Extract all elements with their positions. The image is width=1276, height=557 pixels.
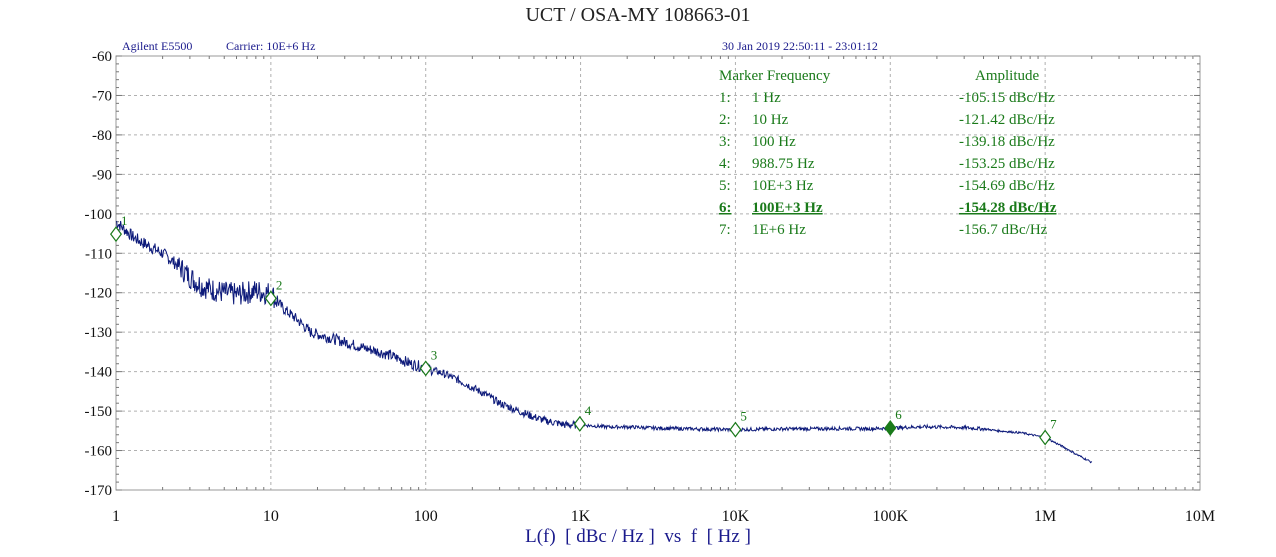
marker-4-icon xyxy=(573,415,586,432)
marker-row-amplitude: -105.15 dBc/Hz xyxy=(959,90,1055,106)
y-tick-label: -140 xyxy=(85,365,113,381)
marker-row-frequency: 100E+3 Hz xyxy=(752,200,823,216)
marker-table: Marker Frequency Amplitude 1: 1 Hz -105.15… xyxy=(719,68,1057,238)
x-tick-label: 1M xyxy=(1034,508,1056,525)
marker-row-index: 4: xyxy=(719,156,731,172)
datetime-label: 30 Jan 2019 22:50:11 - 23:01:12 xyxy=(722,39,878,53)
marker-row-index: 3: xyxy=(719,134,731,150)
marker-row-frequency: 1E+6 Hz xyxy=(752,222,806,238)
marker-row-frequency: 1 Hz xyxy=(752,90,781,106)
x-tick-label: 1 xyxy=(112,508,120,525)
marker-row-amplitude: -139.18 dBc/Hz xyxy=(959,134,1055,150)
marker-2-label: 2 xyxy=(276,277,283,292)
marker-3-icon xyxy=(419,360,432,377)
marker-2-icon xyxy=(264,290,277,307)
chart-grid xyxy=(115,55,1201,491)
y-tick-label: -170 xyxy=(85,483,113,499)
marker-table-header-frequency: Marker Frequency xyxy=(719,68,831,84)
y-tick-label: -80 xyxy=(92,128,112,144)
chart-title: UCT / OSA-MY 108663-01 xyxy=(525,4,750,26)
carrier-label: Carrier: 10E+6 Hz xyxy=(226,39,315,53)
x-tick-label: 100K xyxy=(873,508,909,525)
y-tick-label: -120 xyxy=(85,286,113,302)
y-axis: -60 -70 -80 -90 -100 -110 -120 -130 -140 -150 -160… xyxy=(85,49,113,499)
marker-7-label: 7 xyxy=(1050,417,1057,432)
y-tick-label: -70 xyxy=(92,88,112,104)
y-tick-label: -160 xyxy=(85,444,113,460)
marker-4-label: 4 xyxy=(585,403,592,418)
y-tick-label: -110 xyxy=(85,246,112,262)
instrument-label: Agilent E5500 xyxy=(122,39,192,53)
marker-table-header-amplitude: Amplitude xyxy=(975,68,1040,84)
marker-5-icon xyxy=(729,421,742,438)
y-tick-label: -90 xyxy=(92,167,112,183)
marker-6-label: 6 xyxy=(895,407,902,422)
marker-3-label: 3 xyxy=(431,347,438,362)
marker-row-amplitude: -121.42 dBc/Hz xyxy=(959,112,1055,128)
y-tick-label: -150 xyxy=(85,404,113,420)
x-tick-label: 10 xyxy=(263,508,279,525)
marker-row-index: 6: xyxy=(719,200,732,216)
x-tick-label: 1K xyxy=(571,508,591,525)
marker-1-icon xyxy=(110,226,122,243)
plot-frame xyxy=(115,55,1201,491)
marker-group: 1 2 3 4 5 6 7 xyxy=(110,213,1057,446)
marker-row-amplitude: -154.28 dBc/Hz xyxy=(959,200,1057,216)
marker-row-amplitude: -156.7 dBc/Hz xyxy=(959,222,1048,238)
marker-row-frequency: 10 Hz xyxy=(752,112,789,128)
y-tick-label: -130 xyxy=(85,325,113,341)
x-tick-label: 100 xyxy=(414,508,438,525)
x-axis: 1 10 100 1K 10K 100K 1M 10M xyxy=(112,508,1215,525)
x-tick-label: 10M xyxy=(1185,508,1215,525)
marker-row-index: 5: xyxy=(719,178,731,194)
marker-row-frequency: 988.75 Hz xyxy=(752,156,815,172)
marker-row-amplitude: -154.69 dBc/Hz xyxy=(959,178,1055,194)
marker-6-icon xyxy=(884,419,897,436)
marker-row-index: 2: xyxy=(719,112,731,128)
x-axis-label: L(f) [ dBc / Hz ] vs f [ Hz ] xyxy=(525,526,751,547)
marker-row-amplitude: -153.25 dBc/Hz xyxy=(959,156,1055,172)
marker-7-icon xyxy=(1039,429,1052,446)
x-tick-label: 10K xyxy=(722,508,750,525)
marker-1-label: 1 xyxy=(121,213,128,228)
marker-5-label: 5 xyxy=(740,409,747,424)
y-tick-label: -100 xyxy=(85,207,113,223)
marker-row-index: 1: xyxy=(719,90,731,106)
marker-table-rows: 1: 1 Hz -105.15 dBc/Hz 2: 10 Hz -121.42 dBc/H… xyxy=(719,90,1057,238)
plot-border xyxy=(115,55,1201,491)
phase-noise-trace xyxy=(115,220,1093,464)
marker-row-index: 7: xyxy=(719,222,731,238)
marker-row-frequency: 100 Hz xyxy=(752,134,796,150)
y-tick-label: -60 xyxy=(92,49,112,65)
marker-row-frequency: 10E+3 Hz xyxy=(752,178,814,194)
